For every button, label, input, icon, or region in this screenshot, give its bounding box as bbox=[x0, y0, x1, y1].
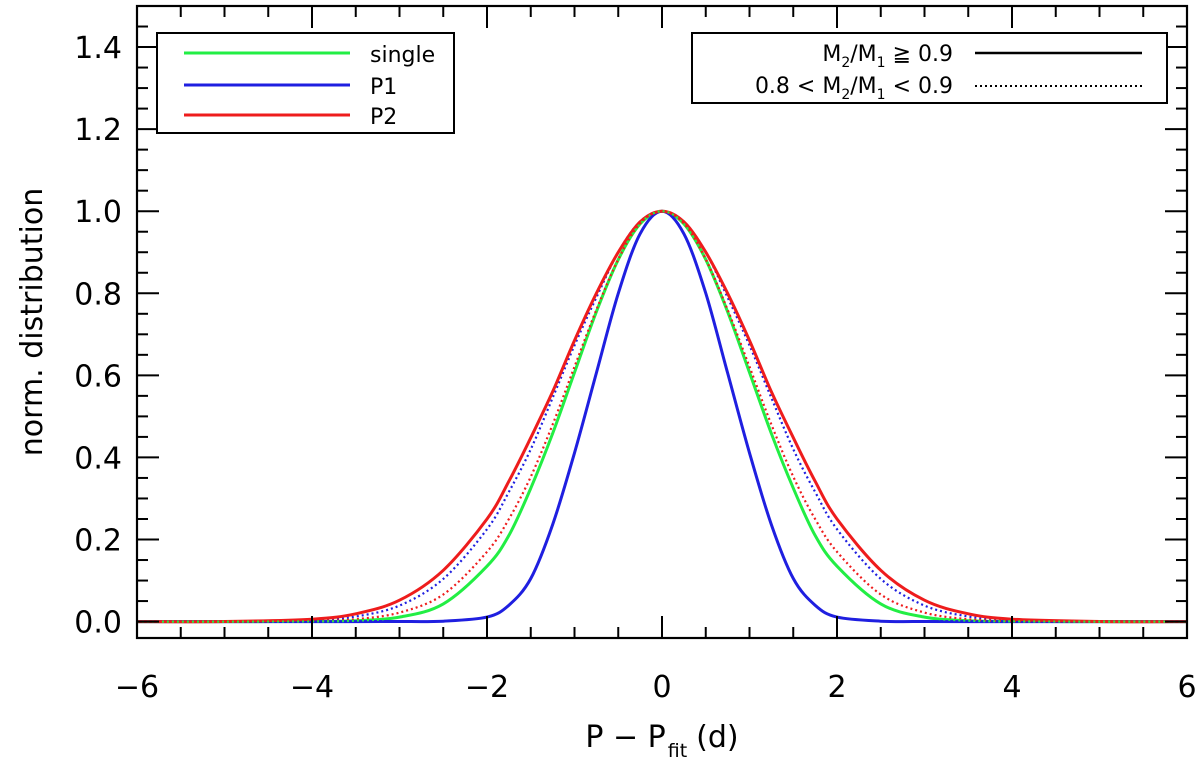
legend-label-p1: P1 bbox=[370, 75, 397, 100]
x-tick-label: 4 bbox=[1002, 670, 1021, 705]
tick-labels: −6 −4 −2 0 2 4 6 0.0 0.2 0.4 0.6 0.8 1.0 1.2 1.4 bbox=[74, 31, 1196, 705]
y-tick-label: 1.4 bbox=[74, 31, 122, 66]
x-tick-label: −2 bbox=[465, 670, 509, 705]
x-tick-label: −4 bbox=[290, 670, 334, 705]
legend-styles: M2/M1 ≧ 0.9 0.8 < M2/M1 < 0.9 bbox=[691, 32, 1168, 104]
legend-label-mass-ratio-range: 0.8 < M2/M1 < 0.9 bbox=[755, 74, 953, 103]
plot-curves bbox=[136, 209, 1188, 624]
x-tick-label: 6 bbox=[1177, 670, 1196, 705]
y-tick-label: 1.2 bbox=[74, 113, 122, 148]
axis-ticks bbox=[136, 5, 1188, 638]
y-tick-label: 1.0 bbox=[74, 195, 122, 230]
legend-label-single: single bbox=[370, 43, 435, 68]
y-tick-label: 0.0 bbox=[74, 606, 122, 641]
x-tick-label: 2 bbox=[827, 670, 846, 705]
y-axis-label: norm. distribution bbox=[15, 188, 50, 456]
legend-styles-box bbox=[691, 32, 1168, 104]
legend-label-mass-ratio-ge: M2/M1 ≧ 0.9 bbox=[822, 42, 953, 71]
series-line-p2-solid bbox=[136, 209, 1188, 624]
legend-colors: single P1 P2 bbox=[156, 32, 455, 134]
x-axis-label-main: P − P bbox=[585, 720, 665, 755]
x-axis-label-subscript: fit bbox=[668, 740, 687, 762]
y-tick-label: 0.8 bbox=[74, 277, 122, 312]
y-tick-label: 0.4 bbox=[74, 441, 122, 476]
y-tick-label: 0.2 bbox=[74, 524, 122, 559]
y-tick-label: 0.6 bbox=[74, 359, 122, 394]
x-axis-label-unit: (d) bbox=[696, 720, 738, 755]
x-tick-label: −6 bbox=[115, 670, 159, 705]
x-tick-label: 0 bbox=[652, 670, 671, 705]
series-line-single-dotted bbox=[137, 210, 1187, 623]
legend-label-p2: P2 bbox=[370, 105, 397, 130]
